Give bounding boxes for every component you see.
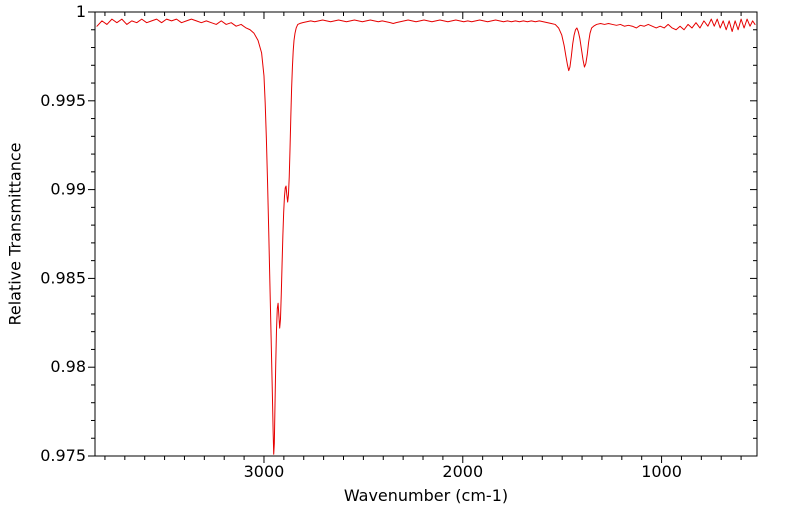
y-tick-label: 0.99 [50,180,86,199]
spectrum-line [96,18,756,455]
y-tick-label: 0.995 [40,91,86,110]
x-tick-label: 1000 [641,462,682,481]
y-tick-label: 0.975 [40,446,86,465]
y-tick-label: 0.985 [40,268,86,287]
x-tick-label: 3000 [244,462,285,481]
y-axis-title: Relative Transmittance [5,142,25,326]
x-tick-label: 2000 [442,462,483,481]
plot-frame [94,11,758,457]
y-tick-label: 0.98 [50,357,86,376]
x-axis-title: Wavenumber (cm-1) [343,486,509,505]
y-tick-label: 1 [76,2,86,21]
